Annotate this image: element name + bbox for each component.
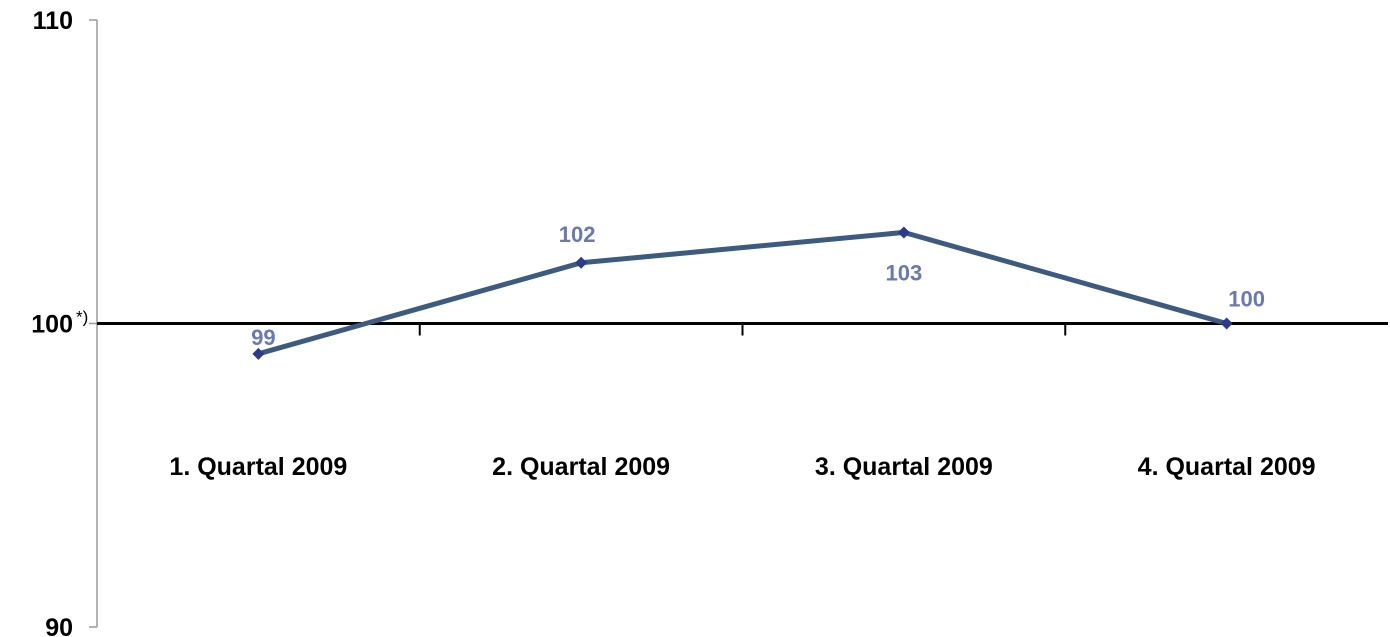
y-axis-ticks: 110 100 90: [31, 7, 97, 637]
category-label: 1. Quartal 2009: [169, 453, 347, 481]
series-marker: [897, 226, 910, 239]
series-marker: [575, 256, 588, 269]
data-label: 102: [559, 222, 596, 247]
category-label: 2. Quartal 2009: [492, 453, 670, 481]
category-labels: 1. Quartal 2009 2. Quartal 2009 3. Quartal…: [169, 453, 1315, 481]
y-tick-label: 100: [31, 311, 73, 339]
category-label: 4. Quartal 2009: [1138, 453, 1316, 481]
series-marker: [1220, 317, 1233, 330]
baseline-footnote: *): [76, 308, 88, 327]
series-marker: [252, 347, 265, 360]
data-label: 99: [251, 325, 275, 350]
series-line: [257, 229, 1228, 357]
category-label: 3. Quartal 2009: [815, 453, 993, 481]
data-labels: 99 102 103 100: [251, 222, 1265, 350]
data-label: 103: [886, 260, 923, 285]
y-tick-label: 90: [45, 614, 73, 637]
y-tick-label: 110: [33, 7, 73, 35]
x-axis-ticks: [418, 323, 1067, 336]
series-markers: [252, 226, 1233, 360]
data-label: 100: [1228, 287, 1265, 312]
